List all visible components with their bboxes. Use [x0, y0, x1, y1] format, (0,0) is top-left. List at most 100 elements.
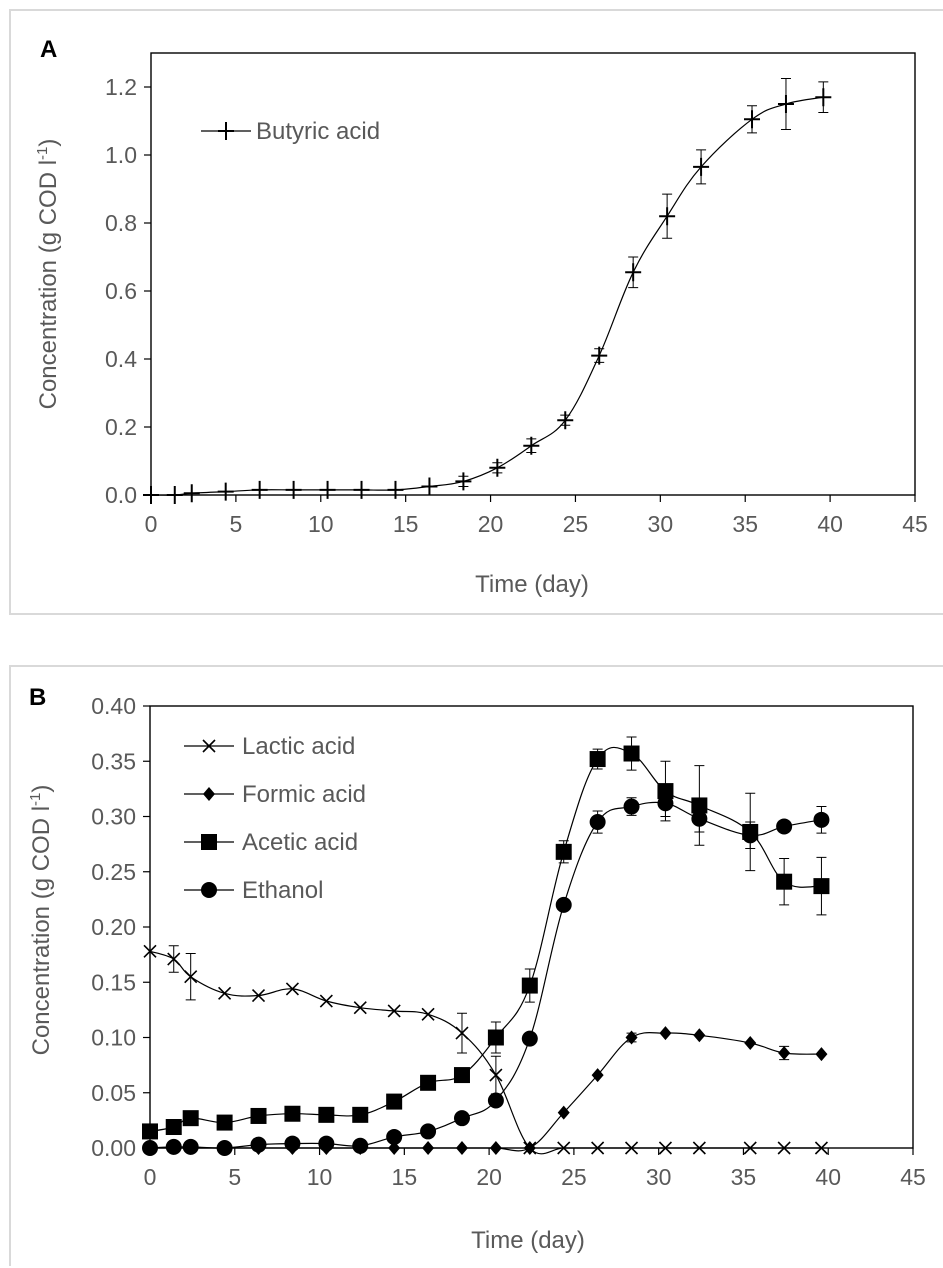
x-tick-label: 20	[476, 1164, 502, 1190]
plot-area-b	[149, 705, 914, 1149]
data-point	[165, 1119, 182, 1136]
legend-marker	[202, 739, 216, 753]
data-point	[352, 1137, 369, 1154]
series-acetic-acid	[142, 736, 830, 1140]
data-point	[251, 988, 266, 1003]
data-point	[815, 88, 832, 107]
plot-area-a	[150, 52, 916, 496]
legend-marker	[218, 122, 234, 140]
legend-entry: Formic acid	[184, 781, 366, 808]
x-tick-label: 0	[145, 511, 158, 537]
data-point	[777, 1141, 791, 1155]
data-point	[167, 952, 181, 966]
data-point	[623, 745, 640, 762]
data-point	[657, 795, 674, 812]
data-point	[284, 1135, 301, 1152]
data-point	[815, 1047, 828, 1062]
x-tick-label: 5	[229, 511, 242, 537]
data-point	[387, 1004, 401, 1018]
x-axis-title-a: Time (day)	[475, 571, 589, 598]
data-point	[284, 1105, 301, 1122]
x-tick-label: 5	[228, 1164, 241, 1190]
series-ethanol	[142, 789, 830, 1156]
legend-entry: Lactic acid	[184, 733, 355, 760]
data-point	[659, 1026, 672, 1041]
data-point	[591, 1068, 604, 1083]
y-tick-label: 0.15	[91, 969, 136, 995]
x-tick-label: 30	[646, 1164, 672, 1190]
data-point	[142, 1140, 158, 1156]
data-point	[743, 1141, 757, 1155]
x-tick-label: 25	[563, 511, 589, 537]
legend-label: Lactic acid	[242, 733, 355, 760]
data-point	[814, 1141, 829, 1155]
data-point	[744, 1036, 757, 1051]
data-point	[285, 982, 299, 996]
series-lactic-acid	[143, 944, 829, 1155]
data-point	[455, 472, 472, 491]
data-point	[776, 873, 793, 890]
data-point	[557, 1141, 571, 1155]
y-tick-label: 1.2	[105, 74, 137, 100]
data-point	[557, 411, 574, 430]
data-point	[165, 1138, 182, 1155]
panel-label-b: B	[29, 684, 46, 711]
legend-marker	[201, 882, 217, 898]
chart-a-svg: A 0.0 0.2 0.4 0.6 0.8 1.0 1.2 0 5 10 15 20 25 30 35 40…	[34, 36, 928, 598]
y-tick-label: 0.6	[105, 278, 137, 304]
data-point	[693, 157, 710, 176]
x-tick-label: 45	[900, 1164, 926, 1190]
data-point	[487, 1092, 504, 1109]
x-tick-label: 45	[902, 511, 928, 537]
data-point	[624, 1141, 639, 1155]
y-tick-label: 0.4	[105, 346, 137, 372]
data-point	[387, 480, 404, 499]
data-point	[591, 1141, 605, 1155]
data-point	[388, 1141, 401, 1155]
y-tick-label: 0.10	[91, 1025, 136, 1051]
legend-label: Butyric acid	[256, 118, 380, 145]
data-point	[589, 751, 606, 768]
data-point	[776, 818, 793, 835]
data-point	[250, 1107, 267, 1124]
data-point	[420, 1123, 437, 1140]
data-point	[691, 810, 708, 827]
data-point	[489, 1068, 503, 1082]
data-point	[143, 944, 157, 958]
data-point	[742, 827, 759, 844]
y-tick-label: 0.8	[105, 210, 137, 236]
data-point	[319, 994, 333, 1008]
data-point	[250, 1136, 267, 1153]
y-axis-title-b: Concentration (g COD l-1)	[27, 785, 55, 1056]
panel-label-a: A	[40, 36, 57, 63]
chart-panel-b: B 0.00 0.05 0.10 0.15 0.20 0.25 0.30 0.35 0.40 0…	[9, 665, 943, 1266]
data-point	[489, 458, 506, 477]
legend-label: Formic acid	[242, 781, 366, 808]
data-point	[557, 1105, 570, 1120]
data-point	[182, 1138, 199, 1155]
data-point	[778, 1045, 791, 1060]
data-point	[353, 480, 370, 499]
chart-b-svg: B 0.00 0.05 0.10 0.15 0.20 0.25 0.30 0.35 0.40 0…	[27, 684, 926, 1254]
y-tick-label: 0.2	[105, 414, 137, 440]
chart-panel-a: A 0.0 0.2 0.4 0.6 0.8 1.0 1.2 0 5 10 15 20 25 30 35 40…	[9, 9, 943, 615]
data-point	[523, 1141, 536, 1155]
data-point	[658, 1141, 673, 1155]
data-point	[813, 878, 830, 895]
data-point	[521, 1030, 538, 1047]
data-point	[216, 1140, 233, 1156]
x-tick-label: 10	[307, 1164, 333, 1190]
data-point	[421, 477, 438, 496]
x-tick-label: 20	[478, 511, 504, 537]
series-line	[149, 801, 822, 1149]
series-line	[149, 746, 822, 1132]
data-point	[143, 486, 159, 504]
y-tick-label: 1.0	[105, 142, 137, 168]
x-tick-label: 25	[561, 1164, 587, 1190]
data-point	[693, 1028, 706, 1043]
data-point	[184, 970, 198, 984]
y-tick-label: 0.35	[91, 748, 136, 774]
data-point	[285, 480, 302, 499]
data-point	[521, 977, 538, 994]
data-point	[319, 480, 336, 499]
